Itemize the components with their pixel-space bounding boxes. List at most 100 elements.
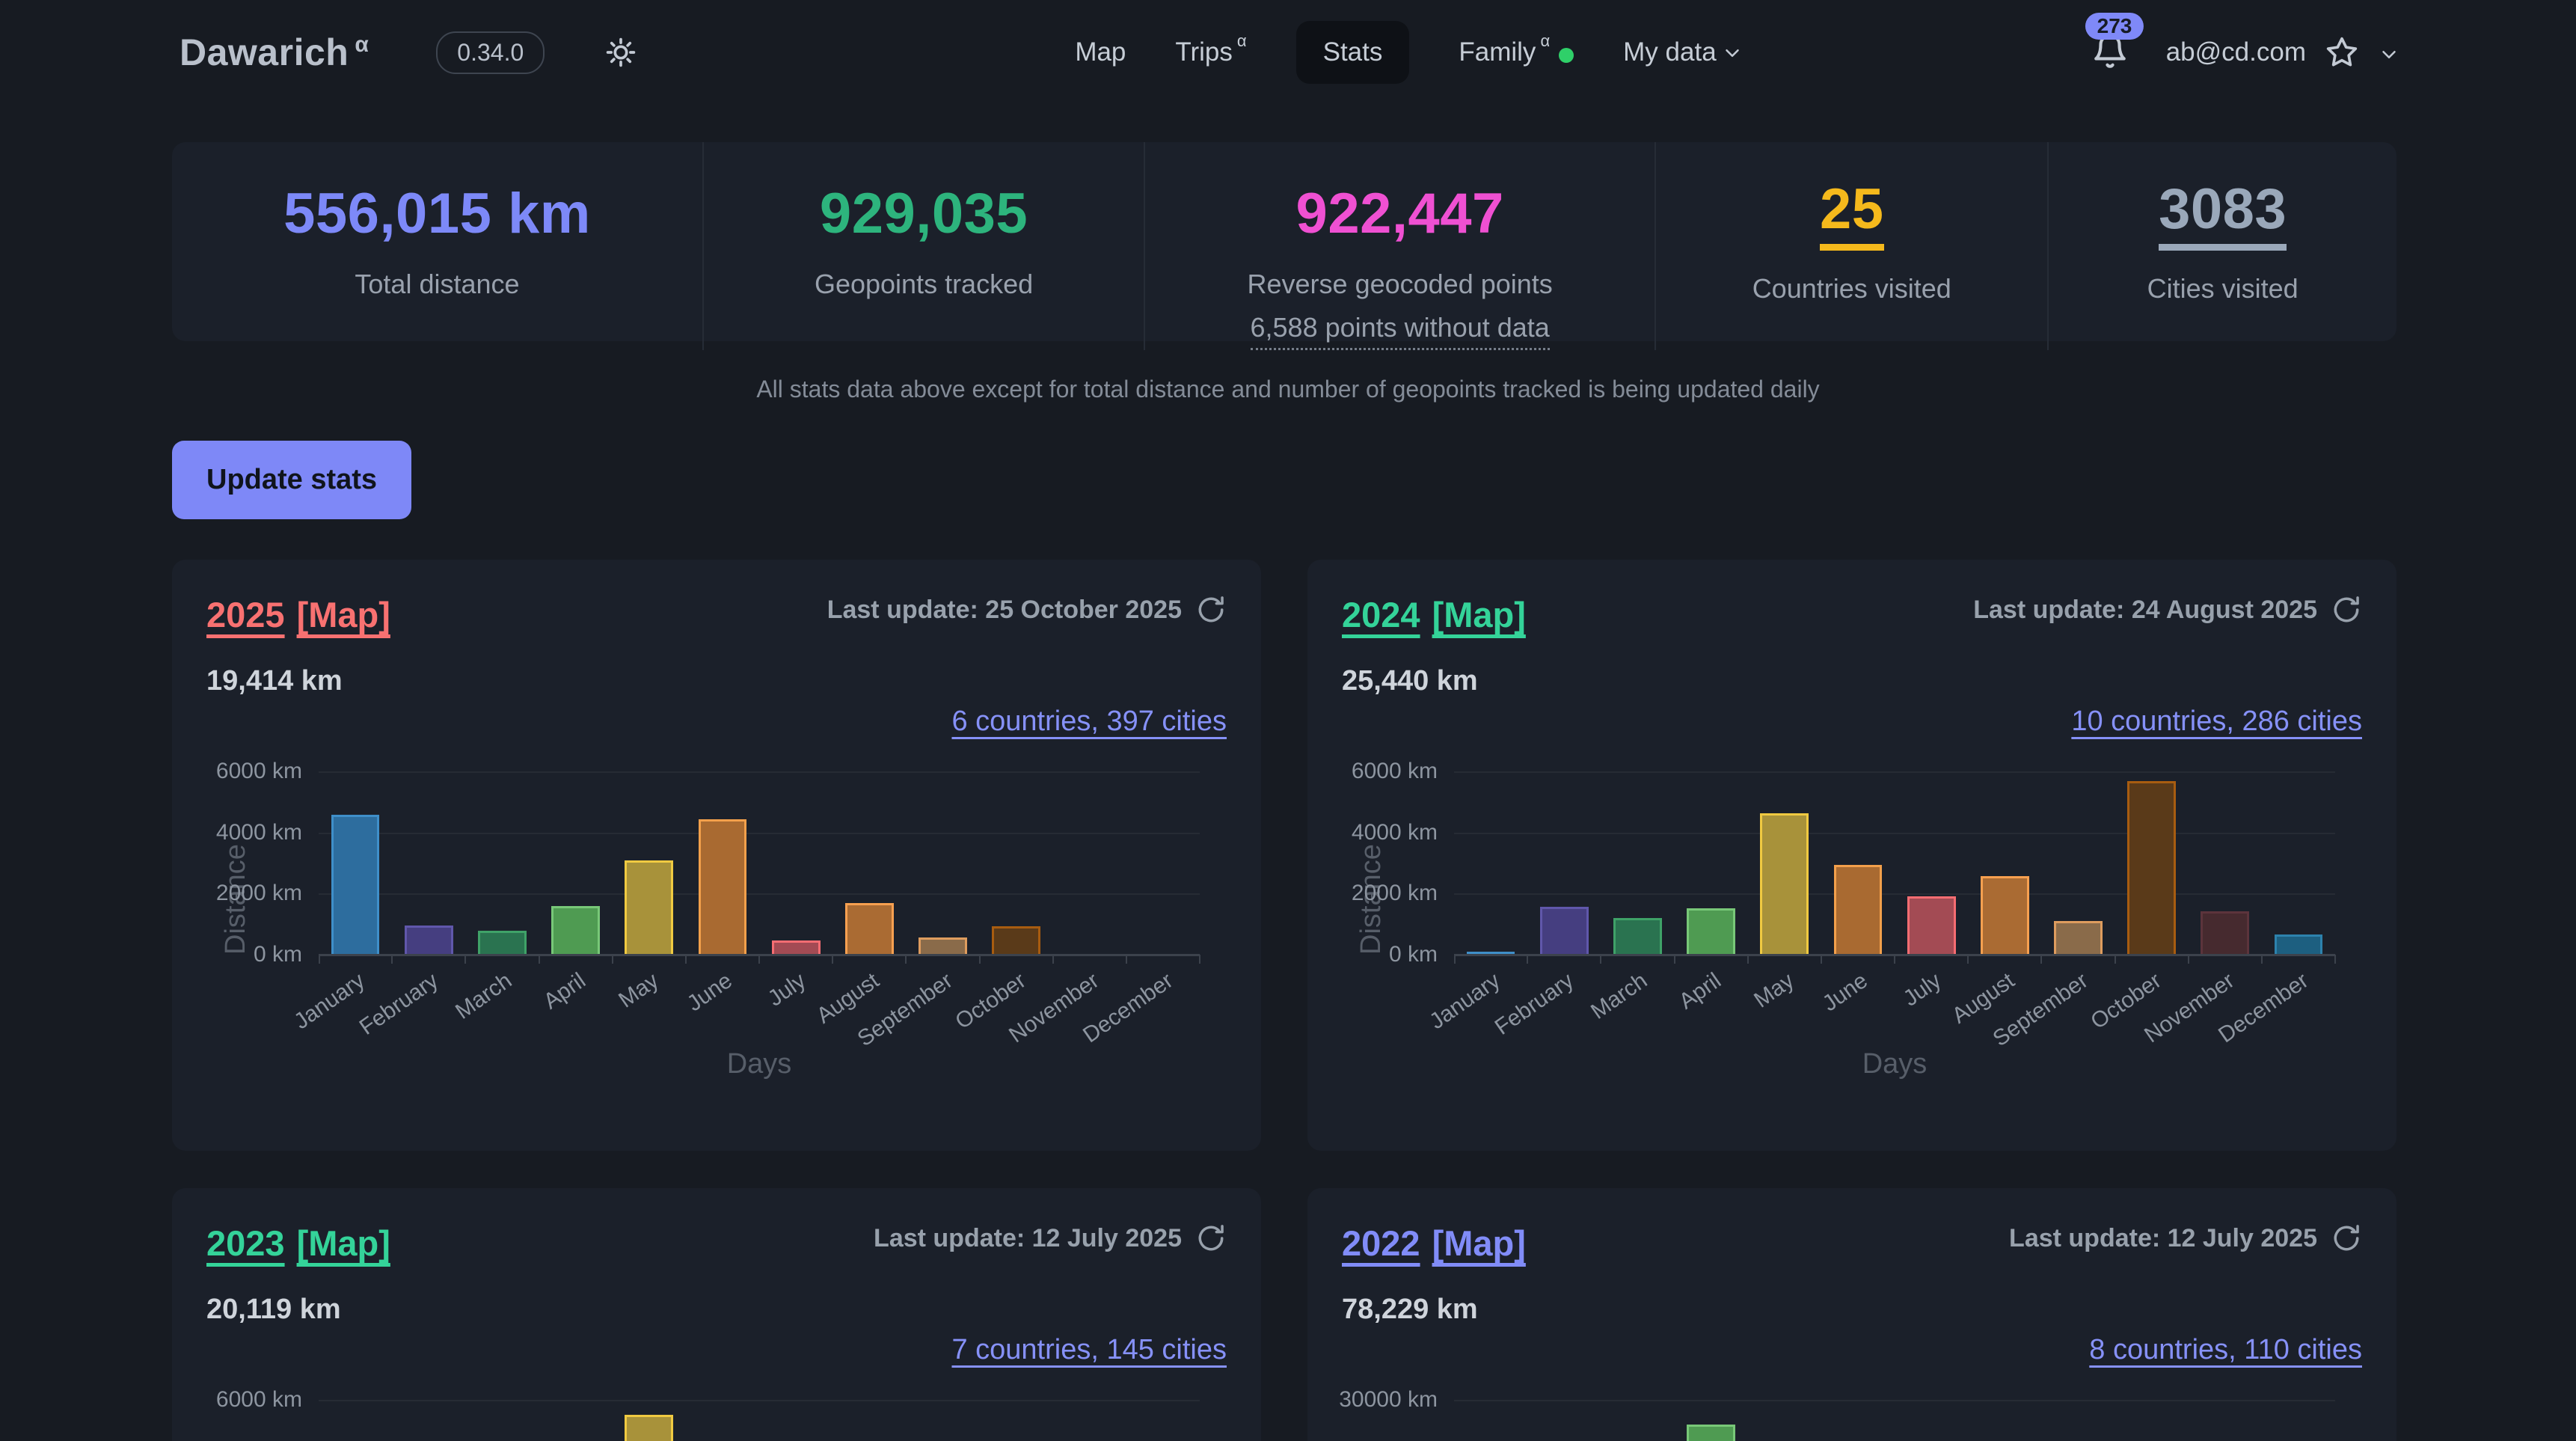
top-nav: Dawarich α 0.34.0 Map Trips α Stats Family… — [0, 0, 2576, 105]
bar-september — [919, 937, 967, 955]
countries-cities-link[interactable]: 10 countries, 286 cities — [2071, 706, 2362, 737]
year-card-title: 2025 [Map] — [206, 594, 390, 635]
bar-april — [551, 906, 600, 955]
bar-july — [771, 940, 821, 955]
last-update: Last update: 12 July 2025 — [874, 1223, 1227, 1254]
bar-slot-september — [906, 771, 981, 964]
bar-slot-march — [465, 771, 540, 964]
star-icon[interactable] — [2325, 36, 2358, 69]
year-distance: 25,440 km — [1342, 665, 1478, 697]
bar-slot-july — [1895, 771, 1969, 964]
year-map-link[interactable]: [Map] — [296, 1223, 390, 1263]
bar-slot-august — [832, 1400, 906, 1441]
stat-label: Geopoints tracked — [814, 269, 1034, 299]
countries-cities-link[interactable]: 8 countries, 110 cities — [2089, 1334, 2362, 1365]
bar-july — [1907, 896, 1956, 955]
x-axis-tick-label: July — [763, 968, 811, 1012]
points-without-data-link[interactable]: 6,588 points without data — [1250, 312, 1550, 350]
year-link[interactable]: 2023 — [206, 1223, 285, 1263]
geopoints-value: 929,035 — [819, 182, 1028, 245]
bar-slot-april — [1675, 1400, 1748, 1441]
bar-slot-october — [980, 1400, 1053, 1441]
chart-y-axis-label: Distance — [1355, 844, 1387, 955]
refresh-icon[interactable] — [2331, 594, 2362, 625]
x-axis-tick-label: April — [1674, 968, 1726, 1015]
year-card: 2024 [Map] Last update: 24 August 2025 2… — [1307, 560, 2396, 1151]
x-axis-tick-label: February — [355, 968, 444, 1040]
stat-geopoints-tracked: 929,035 Geopoints tracked — [704, 142, 1146, 350]
app-logo[interactable]: Dawarich α — [180, 31, 369, 73]
bar-slot-june — [686, 771, 761, 964]
bar-slot-august — [1968, 1400, 2041, 1441]
refresh-icon[interactable] — [2331, 1223, 2362, 1254]
bar-slot-october — [2115, 771, 2189, 964]
bar-march — [1613, 918, 1662, 955]
notification-count-badge: 273 — [2085, 12, 2144, 40]
year-map-link[interactable]: [Map] — [1432, 1223, 1526, 1263]
bar-slot-july — [1895, 1400, 1968, 1441]
bar-slot-february — [1527, 1400, 1601, 1441]
bars-area — [1454, 771, 2337, 964]
x-axis-tick-label: July — [1898, 968, 1946, 1012]
bar-april — [1687, 908, 1735, 955]
y-axis-tick-label: 30000 km — [1339, 1387, 1438, 1412]
year-map-link[interactable]: [Map] — [1432, 595, 1526, 634]
x-axis-tick-label: May — [1749, 968, 1799, 1013]
countries-cities-link[interactable]: 7 countries, 145 cities — [951, 1334, 1227, 1365]
bar-june — [698, 819, 747, 955]
gridline — [319, 893, 1200, 896]
bar-slot-october — [2115, 1400, 2189, 1441]
gridline — [319, 1400, 1200, 1401]
nav-link-stats[interactable]: Stats — [1295, 21, 1410, 84]
bar-slot-december — [2262, 771, 2337, 964]
account-email[interactable]: ab@cd.com — [2165, 37, 2306, 67]
bar-slot-june — [686, 1400, 759, 1441]
cities-visited-link[interactable]: 3083 — [2159, 181, 2287, 251]
countries-cities-link[interactable]: 6 countries, 397 cities — [951, 706, 1227, 737]
year-card-title: 2022 [Map] — [1342, 1223, 1526, 1264]
bar-slot-july — [759, 771, 834, 964]
bar-slot-april — [539, 771, 613, 964]
last-update-text: Last update: 12 July 2025 — [2009, 1223, 2317, 1252]
bar-august — [844, 903, 894, 955]
chevron-down-icon[interactable] — [2378, 43, 2400, 66]
bar-november — [2201, 911, 2250, 955]
stat-reverse-geocoded: 922,447 Reverse geocoded points 6,588 po… — [1145, 142, 1657, 350]
year-link[interactable]: 2025 — [206, 595, 285, 634]
year-link[interactable]: 2022 — [1342, 1223, 1420, 1263]
bar-slot-march — [1601, 771, 1675, 964]
reverse-geocoded-value: 922,447 — [1295, 182, 1504, 245]
x-axis-tick-label: June — [682, 968, 737, 1017]
bar-june — [1833, 864, 1883, 955]
bar-slot-september — [2041, 771, 2116, 964]
alpha-badge: α — [355, 32, 369, 58]
update-stats-button[interactable]: Update stats — [172, 441, 412, 519]
countries-visited-link[interactable]: 25 — [1819, 181, 1884, 251]
refresh-icon[interactable] — [1195, 594, 1227, 625]
gridline — [319, 771, 1200, 773]
notifications-button[interactable]: 273 — [2085, 12, 2144, 73]
y-axis-tick-label: 2000 km — [1351, 881, 1438, 906]
year-map-link[interactable]: [Map] — [296, 595, 390, 634]
nav-link-map[interactable]: Map — [1075, 37, 1126, 67]
theme-toggle-button[interactable] — [604, 36, 637, 69]
bar-slot-february — [392, 771, 467, 964]
y-axis-tick-label: 4000 km — [215, 819, 302, 845]
total-distance-value: 556,015 km — [283, 182, 591, 245]
bar-slot-september — [2041, 1400, 2115, 1441]
stat-countries-visited: 25 Countries visited — [1656, 142, 2049, 350]
nav-link-trips[interactable]: Trips α — [1175, 31, 1247, 67]
bars-area — [319, 1400, 1200, 1441]
bar-march — [478, 931, 527, 955]
version-badge: 0.34.0 — [436, 31, 545, 74]
year-link[interactable]: 2024 — [1342, 595, 1420, 634]
x-axis-tick-label: March — [1586, 968, 1652, 1024]
stat-label: Countries visited — [1752, 273, 1951, 304]
nav-link-my-data[interactable]: My data — [1623, 37, 1744, 67]
nav-link-family[interactable]: Family α — [1459, 31, 1574, 67]
bar-slot-may — [613, 771, 687, 964]
refresh-icon[interactable] — [1195, 1223, 1227, 1254]
x-axis-line — [1454, 954, 2335, 956]
